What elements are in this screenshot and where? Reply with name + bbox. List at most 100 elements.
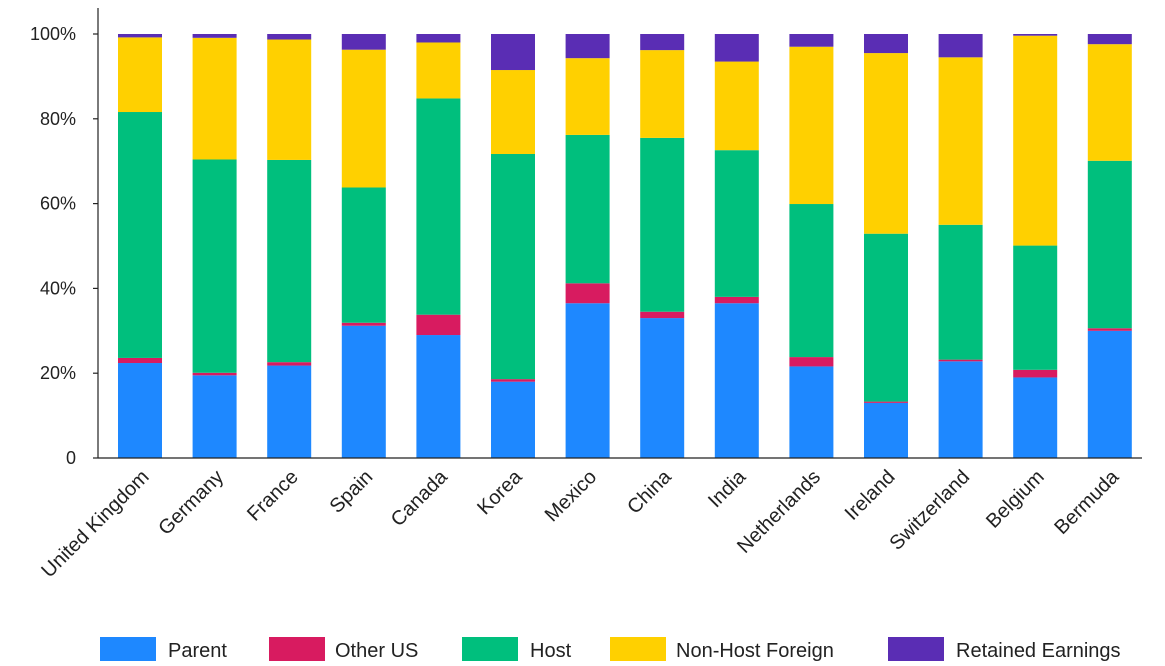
bar-germany-host xyxy=(192,159,237,373)
bar-france-host xyxy=(267,159,312,363)
y-tick-label: 20% xyxy=(40,363,76,383)
x-tick-label: Belgium xyxy=(982,466,1049,533)
bar-china-non-host-foreign xyxy=(640,50,685,138)
bar-germany-retained-earnings xyxy=(192,34,237,38)
x-tick-label: Mexico xyxy=(541,466,601,526)
bar-netherlands-host xyxy=(789,204,834,358)
bar-spain-host xyxy=(341,187,386,323)
legend-label: Retained Earnings xyxy=(956,640,1121,662)
legend-swatch xyxy=(269,637,325,661)
bar-ireland-non-host-foreign xyxy=(864,53,908,234)
bar-ireland-host xyxy=(864,233,908,402)
bar-mexico-host xyxy=(565,134,610,284)
bar-china-parent xyxy=(640,318,685,458)
bar-france-non-host-foreign xyxy=(267,39,312,160)
bar-group-mexico xyxy=(565,34,610,458)
bar-group-china xyxy=(640,34,685,458)
bar-group-germany xyxy=(192,34,237,458)
bar-ireland-retained-earnings xyxy=(864,34,908,54)
bar-germany-other-us xyxy=(192,372,237,376)
bar-mexico-other-us xyxy=(565,283,610,304)
bar-germany-parent xyxy=(192,375,237,458)
x-tick-label: Bermuda xyxy=(1050,465,1124,539)
bar-switzerland-parent xyxy=(938,361,983,458)
legend-label: Parent xyxy=(168,640,227,662)
bar-mexico-non-host-foreign xyxy=(565,58,610,135)
bar-bermuda-parent xyxy=(1087,330,1132,458)
legend-item-host: Host xyxy=(462,637,572,662)
bar-bermuda-retained-earnings xyxy=(1087,34,1132,45)
y-tick-label: 0 xyxy=(66,448,76,468)
legend-swatch xyxy=(462,637,518,661)
bar-spain-parent xyxy=(341,325,386,458)
x-tick-label: United Kingdom xyxy=(37,466,153,582)
legend-swatch xyxy=(610,637,666,661)
bar-spain-retained-earnings xyxy=(341,34,386,50)
y-tick-label: 100% xyxy=(30,24,76,44)
bar-china-retained-earnings xyxy=(640,34,685,51)
x-tick-label: France xyxy=(243,466,303,526)
bar-france-other-us xyxy=(267,362,312,366)
bar-china-host xyxy=(640,137,685,312)
bar-germany-non-host-foreign xyxy=(192,37,237,160)
bar-ireland-parent xyxy=(864,402,908,458)
bar-korea-host xyxy=(491,153,535,380)
legend-item-other-us: Other US xyxy=(269,637,418,662)
bar-belgium-non-host-foreign xyxy=(1013,35,1058,246)
bar-korea-other-us xyxy=(491,379,535,382)
bar-group-india xyxy=(714,34,759,458)
bar-group-korea xyxy=(491,34,535,458)
bar-france-retained-earnings xyxy=(267,34,312,40)
bar-united-kingdom-host xyxy=(118,112,162,358)
legend-swatch xyxy=(888,637,944,661)
bar-group-belgium xyxy=(1013,34,1058,458)
y-tick-label: 80% xyxy=(40,109,76,129)
bar-china-other-us xyxy=(640,311,685,319)
bar-canada-parent xyxy=(416,335,461,458)
legend-swatch xyxy=(100,637,156,661)
bar-india-host xyxy=(714,150,759,297)
legend: Parent Other US Host Non-Host Foreign Retain… xyxy=(100,637,1121,662)
x-tick-label: India xyxy=(704,465,751,512)
x-tick-label: Switzerland xyxy=(885,466,974,555)
legend-item-non-host-foreign: Non-Host Foreign xyxy=(610,637,834,662)
bar-canada-non-host-foreign xyxy=(416,42,461,99)
bar-ireland-other-us xyxy=(864,401,908,403)
x-tick-label: Canada xyxy=(387,465,453,531)
bar-india-parent xyxy=(714,303,759,458)
bar-switzerland-other-us xyxy=(938,359,983,362)
y-tick-label: 60% xyxy=(40,194,76,214)
bar-switzerland-host xyxy=(938,224,983,360)
bar-united-kingdom-other-us xyxy=(118,357,162,364)
bar-belgium-parent xyxy=(1013,377,1058,458)
bar-mexico-retained-earnings xyxy=(565,34,610,59)
bar-group-bermuda xyxy=(1087,34,1132,458)
y-axis: 0 20% 40% 60% 80% 100% xyxy=(30,8,99,468)
bar-india-non-host-foreign xyxy=(714,61,759,151)
bar-group-switzerland xyxy=(938,34,983,458)
bar-netherlands-non-host-foreign xyxy=(789,46,834,205)
legend-label: Host xyxy=(530,640,572,662)
bar-united-kingdom-parent xyxy=(118,363,162,458)
bar-bermuda-non-host-foreign xyxy=(1087,44,1132,161)
bar-mexico-parent xyxy=(565,303,610,458)
bar-korea-non-host-foreign xyxy=(491,70,535,154)
bar-bermuda-other-us xyxy=(1087,328,1132,331)
bar-india-other-us xyxy=(714,296,759,304)
bar-netherlands-parent xyxy=(789,366,834,458)
bar-group-ireland xyxy=(864,34,908,458)
bar-series xyxy=(118,34,1132,458)
bar-belgium-host xyxy=(1013,245,1058,370)
legend-label: Non-Host Foreign xyxy=(676,640,834,662)
bar-india-retained-earnings xyxy=(714,34,759,62)
bar-group-canada xyxy=(416,34,461,458)
bar-canada-other-us xyxy=(416,314,461,336)
bar-group-spain xyxy=(341,34,386,458)
bar-switzerland-non-host-foreign xyxy=(938,57,983,225)
bar-netherlands-retained-earnings xyxy=(789,34,834,47)
x-axis: United Kingdom Germany France Spain Canada Ko… xyxy=(37,457,1142,582)
bar-spain-non-host-foreign xyxy=(341,49,386,188)
bar-group-france xyxy=(267,34,312,458)
bar-korea-retained-earnings xyxy=(491,34,535,71)
